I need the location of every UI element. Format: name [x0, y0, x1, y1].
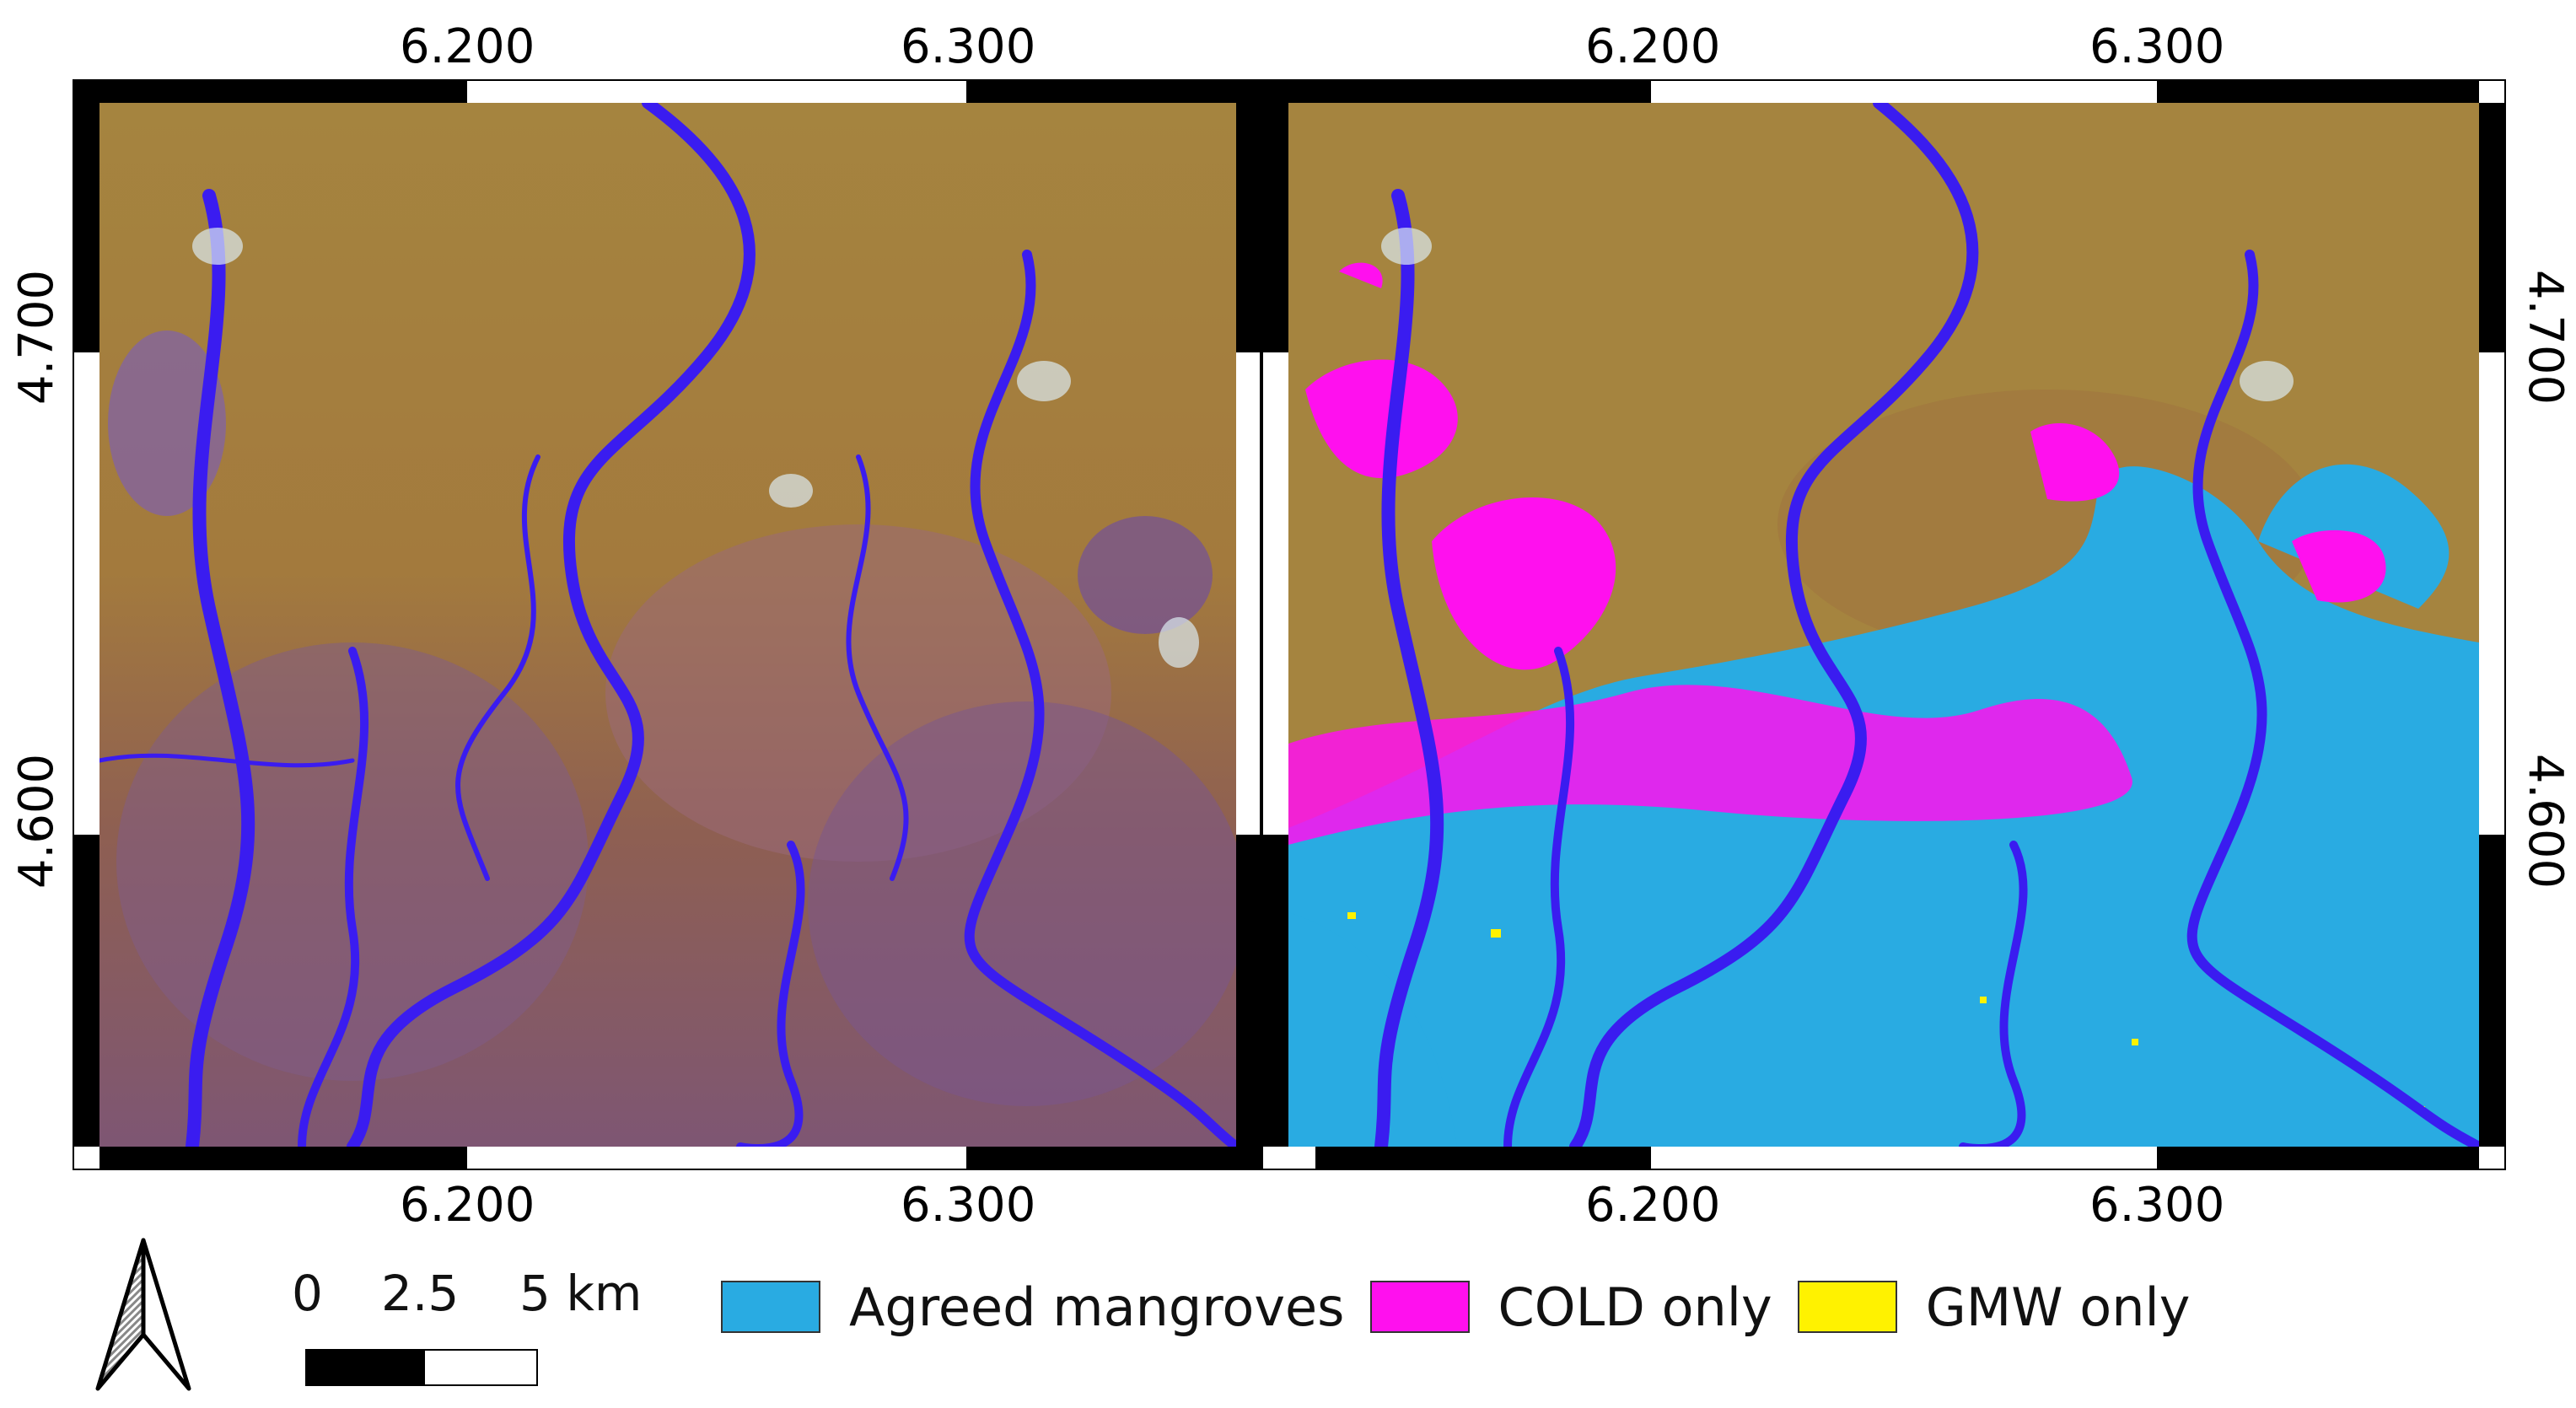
frame-segment: [74, 835, 99, 1147]
frame-segment: [99, 81, 467, 103]
x-tick-label-top: 6.300: [2089, 19, 2225, 74]
frame-segment: [1236, 103, 1260, 352]
legend-label: COLD only: [1498, 1276, 1772, 1338]
legend-swatch: [1797, 1281, 1897, 1333]
y-tick-label-left: 4.600: [9, 753, 65, 889]
legend-swatch: [721, 1281, 820, 1333]
frame-segment: [1263, 835, 1288, 1147]
y-tick-label-right: 4.700: [2518, 269, 2573, 406]
legend-swatch: [1369, 1281, 1470, 1333]
frame-segment: [2157, 81, 2479, 103]
mangrove-classification-image: [1288, 103, 2479, 1147]
y-tick-label-left: 4.700: [9, 269, 65, 406]
frame-segment: [1315, 1147, 1651, 1169]
legend-item-gmw-only: GMW only: [1797, 1276, 2191, 1338]
map-legend: Agreed mangroves COLD only GMW only: [721, 1260, 2215, 1353]
satellite-image-left: [99, 103, 1236, 1147]
scale-bar-black-segment: [305, 1349, 423, 1386]
scale-label: 5 km: [519, 1265, 643, 1322]
x-tick-label-bottom: 6.200: [1585, 1178, 1721, 1233]
legend-label: Agreed mangroves: [849, 1276, 1345, 1338]
legend-item-cold-only: COLD only: [1369, 1276, 1772, 1338]
frame-segment: [2479, 835, 2504, 1147]
frame-segment: [1236, 835, 1260, 1147]
legend-label: GMW only: [1925, 1276, 2191, 1338]
frame-segment: [74, 81, 99, 103]
x-tick-label-bottom: 6.300: [901, 1178, 1036, 1233]
north-arrow-icon: [93, 1235, 194, 1399]
frame-segment: [99, 1147, 467, 1169]
x-tick-label-top: 6.300: [901, 19, 1036, 74]
frame-segment: [2479, 103, 2504, 352]
x-tick-label-top: 6.200: [1585, 19, 1721, 74]
frame-segment: [1263, 103, 1288, 352]
legend-item-agreed-mangroves: Agreed mangroves: [721, 1276, 1345, 1338]
x-tick-label-bottom: 6.300: [2089, 1178, 2225, 1233]
x-tick-label-top: 6.200: [400, 19, 535, 74]
frame-segment: [966, 1147, 1260, 1169]
frame-segment: [1263, 81, 1315, 103]
x-tick-label-bottom: 6.200: [400, 1178, 535, 1233]
scale-label: 0: [292, 1265, 323, 1322]
scale-bar-white-segment: [423, 1349, 538, 1386]
frame-segment: [966, 81, 1260, 103]
frame-segment: [2157, 1147, 2479, 1169]
frame-segment: [74, 103, 99, 352]
y-tick-label-right: 4.600: [2518, 753, 2573, 889]
scale-label: 2.5: [381, 1265, 460, 1322]
frame-segment: [1315, 81, 1651, 103]
